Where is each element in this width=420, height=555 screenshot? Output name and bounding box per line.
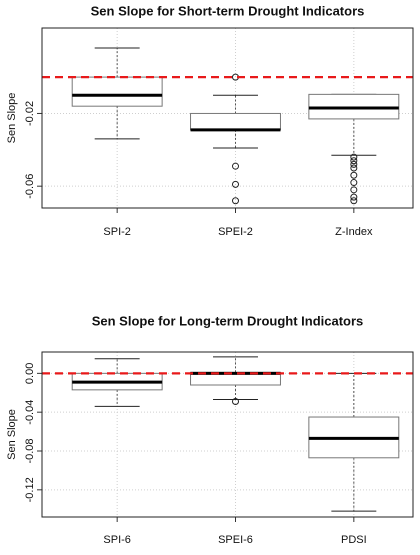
x-tick-label: SPI-6 xyxy=(103,534,131,546)
chart-title: Sen Slope for Long-term Drought Indicato… xyxy=(92,313,364,328)
x-tick-label: SPI-2 xyxy=(103,226,131,238)
y-tick-label: 0.00 xyxy=(24,363,36,384)
chart-title: Sen Slope for Short-term Drought Indicat… xyxy=(91,3,365,18)
outlier xyxy=(350,193,358,201)
box xyxy=(190,112,281,131)
x-tick-label: Z-Index xyxy=(335,226,373,238)
box xyxy=(71,76,163,107)
x-tick-label: SPEI-2 xyxy=(218,226,253,238)
x-tick-label: SPEI-6 xyxy=(218,534,253,546)
plot-frame xyxy=(41,351,414,518)
outlier xyxy=(350,186,358,194)
y-tick-label: -0.04 xyxy=(24,400,36,425)
outlier xyxy=(232,180,239,188)
outlier xyxy=(350,153,358,161)
outlier xyxy=(350,197,358,205)
outlier xyxy=(232,162,239,170)
x-tick-label: PDSI xyxy=(341,534,367,546)
y-tick-label: -0.06 xyxy=(24,174,36,199)
y-tick-label: -0.08 xyxy=(24,438,36,463)
y-axis-label: Sen Slope xyxy=(6,409,18,460)
outlier xyxy=(350,179,358,187)
outlier xyxy=(350,157,358,165)
y-tick-label: -0.12 xyxy=(24,477,36,502)
y-tick-label: -0.02 xyxy=(24,101,36,126)
outlier xyxy=(350,164,358,172)
outlier xyxy=(350,160,358,168)
outlier xyxy=(232,197,239,205)
y-axis-label: Sen Slope xyxy=(6,93,18,144)
plot-frame xyxy=(41,27,414,209)
outlier xyxy=(350,171,358,179)
outlier xyxy=(232,398,239,405)
